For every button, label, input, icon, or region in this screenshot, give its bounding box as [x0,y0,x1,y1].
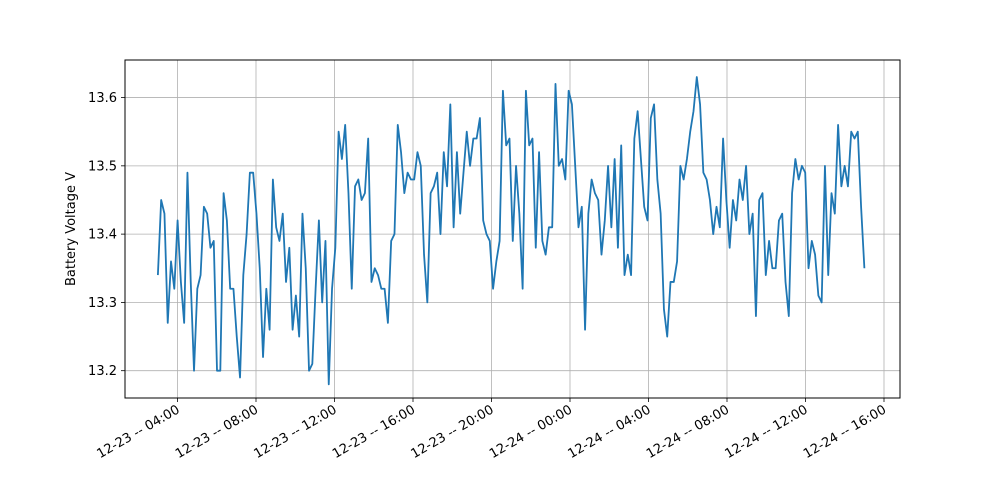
x-tick-label: 12-24 -- 04:00 [566,402,654,461]
x-tick-label: 12-24 -- 12:00 [723,402,811,461]
series-layer [156,76,866,386]
series-line-0 [156,76,866,386]
y-tick-label: 13.5 [88,159,117,174]
x-tick-label: 12-23 -- 04:00 [95,402,183,461]
x-tick-label: 12-24 -- 16:00 [801,402,889,461]
y-axis: 13.2 13.3 13.4 13.5 13.6 [88,91,125,379]
y-tick-label: 13.3 [88,296,117,311]
x-tick-label: 12-23 -- 12:00 [252,402,340,461]
x-tick-label: 12-24 -- 00:00 [487,402,575,461]
x-tick-label: 12-23 -- 16:00 [330,402,418,461]
x-tick-label: 12-23 -- 20:00 [409,402,497,461]
y-tick-label: 13.2 [88,364,117,379]
x-tick-label: 12-24 -- 08:00 [644,402,732,461]
x-tick-label: 12-23 -- 08:00 [173,402,261,461]
y-tick-label: 13.6 [88,91,117,106]
plot-frame [124,59,901,399]
y-tick-label: 13.4 [88,228,117,243]
y-axis-label: Battery Voltage V [64,172,79,286]
